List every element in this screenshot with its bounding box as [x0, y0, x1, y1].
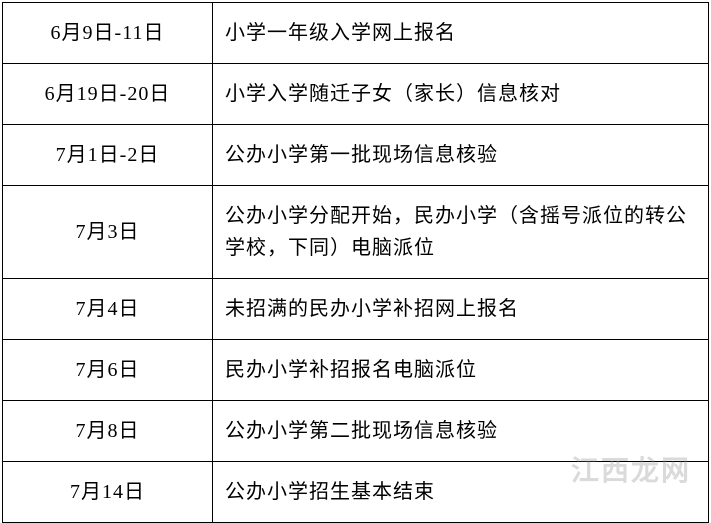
- date-cell: 7月3日: [3, 186, 213, 279]
- table-row: 7月6日 民办小学补招报名电脑派位: [3, 340, 709, 401]
- schedule-table: 6月9日-11日 小学一年级入学网上报名 6月19日-20日 小学入学随迁子女（…: [2, 2, 709, 523]
- schedule-body: 6月9日-11日 小学一年级入学网上报名 6月19日-20日 小学入学随迁子女（…: [3, 3, 709, 523]
- date-cell: 7月6日: [3, 340, 213, 401]
- table-row: 7月1日-2日 公办小学第一批现场信息核验: [3, 125, 709, 186]
- desc-cell: 小学一年级入学网上报名: [213, 3, 709, 64]
- date-cell: 7月8日: [3, 401, 213, 462]
- table-row: 7月14日 公办小学招生基本结束: [3, 462, 709, 523]
- table-row: 7月8日 公办小学第二批现场信息核验: [3, 401, 709, 462]
- desc-cell: 民办小学补招报名电脑派位: [213, 340, 709, 401]
- date-cell: 7月4日: [3, 279, 213, 340]
- table-row: 6月19日-20日 小学入学随迁子女（家长）信息核对: [3, 64, 709, 125]
- desc-cell: 公办小学第二批现场信息核验: [213, 401, 709, 462]
- desc-cell: 未招满的民办小学补招网上报名: [213, 279, 709, 340]
- table-row: 6月9日-11日 小学一年级入学网上报名: [3, 3, 709, 64]
- desc-cell: 公办小学分配开始，民办小学（含摇号派位的转公学校，下同）电脑派位: [213, 186, 709, 279]
- desc-cell: 公办小学第一批现场信息核验: [213, 125, 709, 186]
- table-row: 7月3日 公办小学分配开始，民办小学（含摇号派位的转公学校，下同）电脑派位: [3, 186, 709, 279]
- date-cell: 6月9日-11日: [3, 3, 213, 64]
- desc-cell: 小学入学随迁子女（家长）信息核对: [213, 64, 709, 125]
- date-cell: 7月14日: [3, 462, 213, 523]
- date-cell: 7月1日-2日: [3, 125, 213, 186]
- date-cell: 6月19日-20日: [3, 64, 213, 125]
- table-row: 7月4日 未招满的民办小学补招网上报名: [3, 279, 709, 340]
- desc-cell: 公办小学招生基本结束: [213, 462, 709, 523]
